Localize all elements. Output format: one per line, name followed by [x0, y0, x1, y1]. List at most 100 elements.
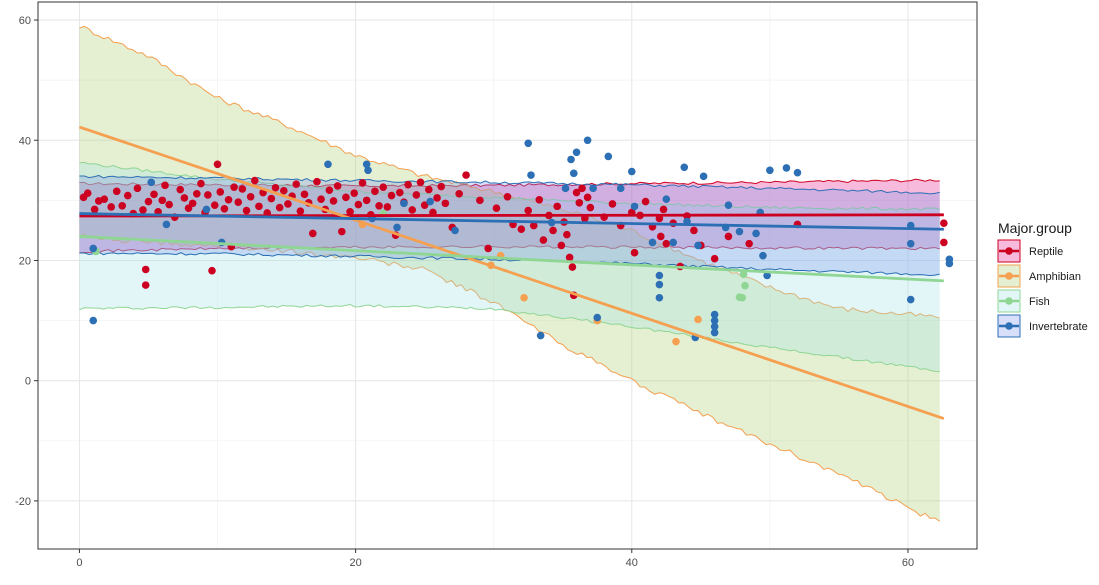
point-reptile — [539, 236, 548, 244]
point-reptile — [608, 200, 617, 208]
point-reptile — [216, 188, 225, 196]
point-reptile — [424, 185, 433, 194]
point-reptile — [476, 196, 484, 205]
point-invertebrate — [162, 220, 171, 229]
point-invertebrate — [710, 316, 719, 325]
legend-label: Invertebrate — [1029, 321, 1088, 333]
point-invertebrate — [782, 164, 791, 172]
y-tick-label: 60 — [19, 15, 31, 27]
point-reptile — [161, 181, 169, 190]
point-reptile — [375, 201, 383, 210]
point-reptile — [492, 204, 501, 212]
x-tick-label: 60 — [902, 557, 914, 569]
point-reptile — [300, 190, 309, 199]
point-reptile — [90, 205, 99, 214]
point-invertebrate — [945, 259, 954, 268]
point-reptile — [255, 202, 263, 211]
point-amphibian — [694, 315, 702, 324]
point-reptile — [745, 239, 753, 248]
point-reptile — [158, 196, 167, 205]
point-reptile — [578, 184, 586, 193]
y-tick-label: 40 — [19, 135, 31, 147]
point-reptile — [358, 179, 367, 187]
point-reptile — [690, 226, 698, 235]
point-invertebrate — [89, 244, 98, 253]
point-invertebrate — [572, 148, 581, 157]
point-reptile — [529, 221, 538, 230]
point-reptile — [553, 202, 562, 211]
legend-item-fish: Fish — [997, 289, 1050, 313]
point-fish — [739, 270, 748, 279]
point-reptile — [141, 265, 150, 274]
point-reptile — [371, 187, 379, 196]
trend-fish — [79, 235, 944, 283]
point-invertebrate — [524, 139, 533, 148]
point-reptile — [333, 182, 342, 190]
point-invertebrate — [763, 271, 771, 280]
point-invertebrate — [662, 195, 671, 203]
point-reptile — [267, 194, 276, 203]
point-invertebrate — [752, 229, 760, 238]
point-invertebrate — [655, 293, 664, 302]
point-invertebrate — [583, 136, 592, 145]
point-reptile — [220, 204, 229, 213]
point-reptile — [404, 180, 412, 189]
point-reptile — [724, 232, 733, 241]
point-invertebrate — [630, 202, 639, 211]
point-reptile — [535, 195, 544, 204]
point-reptile — [575, 198, 584, 207]
point-invertebrate — [527, 171, 535, 179]
point-invertebrate — [561, 184, 570, 193]
point-reptile — [242, 206, 251, 215]
point-invertebrate — [655, 280, 664, 289]
x-tick-label: 20 — [349, 557, 361, 569]
point-fish — [738, 293, 747, 302]
y-tick-label: 20 — [19, 255, 31, 267]
point-invertebrate — [589, 184, 597, 193]
point-reptile — [133, 184, 142, 193]
point-invertebrate — [393, 223, 401, 232]
legend-item-reptile: Reptile — [997, 239, 1063, 263]
legend-label: Fish — [1029, 296, 1050, 308]
point-invertebrate — [906, 239, 915, 248]
point-reptile — [123, 191, 132, 200]
point-reptile — [107, 203, 115, 211]
point-invertebrate — [89, 316, 98, 325]
point-reptile — [292, 180, 301, 188]
point-invertebrate — [710, 328, 719, 337]
point-invertebrate — [699, 172, 708, 181]
band-lower-reptile — [79, 245, 940, 254]
point-reptile — [230, 183, 238, 191]
band-lower-fish — [79, 304, 940, 373]
point-invertebrate — [426, 197, 434, 206]
point-reptile — [112, 187, 121, 196]
point-reptile — [342, 193, 350, 202]
legend-item-invertebrate: Invertebrate — [997, 314, 1088, 338]
point-reptile — [238, 185, 247, 193]
point-reptile — [100, 195, 109, 203]
point-fish — [741, 281, 749, 290]
point-reptile — [317, 195, 325, 203]
point-reptile — [379, 183, 388, 191]
point-invertebrate — [680, 163, 689, 172]
band-upper-invertebrate — [79, 174, 940, 195]
point-invertebrate — [616, 184, 625, 193]
point-reptile — [346, 207, 354, 216]
point-reptile — [484, 244, 492, 253]
point-reptile — [433, 194, 441, 202]
point-reptile — [118, 201, 127, 210]
y-tick-label: 0 — [25, 376, 31, 388]
point-reptile — [213, 160, 222, 169]
point-reptile — [308, 229, 317, 238]
point-invertebrate — [604, 152, 613, 161]
trend-invertebrate — [79, 212, 944, 231]
point-reptile — [455, 189, 463, 198]
point-reptile — [549, 226, 557, 235]
point-reptile — [313, 177, 321, 186]
point-reptile — [210, 201, 219, 209]
point-reptile — [630, 248, 639, 257]
point-reptile — [940, 219, 948, 228]
point-invertebrate — [451, 226, 459, 235]
point-reptile — [204, 191, 212, 199]
